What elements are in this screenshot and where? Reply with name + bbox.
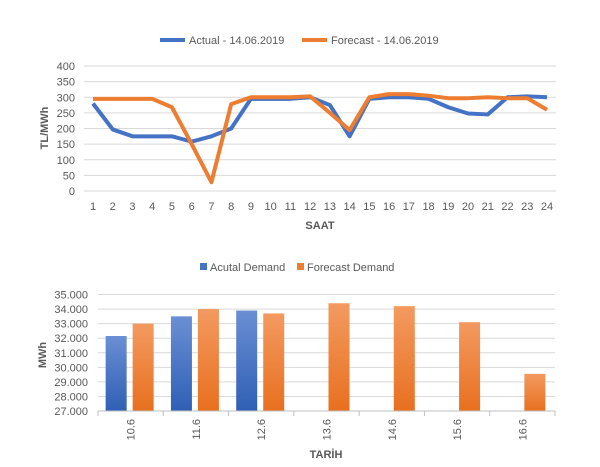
bar-forecast-16.6 (524, 373, 546, 411)
x-tick-label: 12.6 (256, 419, 268, 440)
x-tick-label: 11 (285, 201, 296, 213)
x-tick-label: 11.6 (191, 419, 203, 440)
y-axis-title: TL/MWh (39, 106, 51, 149)
y-tick-label: 350 (57, 77, 75, 89)
y-tick-label: 27.000 (54, 406, 88, 418)
y-tick-label: 34.000 (54, 304, 88, 316)
legend-label: Forecast Demand (307, 262, 394, 274)
legend-label: Acutal Demand (210, 262, 285, 274)
legend-label: Actual - 14.06.2019 (189, 35, 284, 47)
x-tick-label: 14 (343, 201, 355, 213)
x-tick-label: 12 (304, 201, 316, 213)
x-tick-label: 5 (169, 201, 175, 213)
bar-actual-10.6 (105, 336, 127, 411)
bar-forecast-10.6 (132, 323, 154, 411)
x-tick-label: 15 (363, 201, 375, 213)
y-tick-label: 50 (63, 170, 75, 182)
x-tick-label: 14.6 (387, 419, 399, 440)
x-tick-label: 16 (383, 201, 395, 213)
y-tick-label: 28.000 (54, 391, 88, 403)
y-tick-label: 150 (57, 139, 75, 151)
x-tick-label: 4 (149, 201, 155, 213)
x-tick-label: 24 (541, 201, 553, 213)
y-tick-label: 30.000 (54, 362, 88, 374)
legend-label: Forecast - 14.06.2019 (331, 35, 439, 47)
y-tick-label: 100 (57, 155, 75, 167)
x-tick-label: 8 (228, 201, 234, 213)
bar-forecast-12.6 (263, 313, 285, 411)
x-tick-label: 13 (324, 201, 336, 213)
bar-forecast-13.6 (328, 303, 350, 411)
y-tick-label: 32.000 (54, 333, 88, 345)
x-axis-title: SAAT (305, 220, 334, 232)
x-tick-label: 20 (462, 201, 474, 213)
y-tick-label: 33.000 (54, 319, 88, 331)
legend-swatch (200, 263, 207, 270)
y-tick-label: 200 (57, 124, 75, 136)
y-tick-label: 250 (57, 108, 75, 120)
x-tick-label: 15.6 (452, 419, 464, 440)
y-tick-label: 31.000 (54, 348, 88, 360)
series-line-forecast (93, 92, 549, 185)
x-tick-label: 22 (501, 201, 513, 213)
x-tick-label: 17 (403, 201, 415, 213)
x-tick-label: 3 (129, 201, 135, 213)
x-tick-label: 19 (442, 201, 454, 213)
y-tick-label: 35.000 (54, 290, 88, 302)
bar-forecast-11.6 (197, 309, 219, 411)
x-tick-label: 18 (422, 201, 434, 213)
x-tick-label: 6 (189, 201, 195, 213)
x-tick-label: 23 (521, 201, 533, 213)
x-tick-label: 7 (208, 201, 214, 213)
legend-swatch (297, 263, 304, 270)
x-tick-label: 2 (110, 201, 116, 213)
x-tick-label: 10 (265, 201, 277, 213)
y-tick-label: 0 (69, 186, 75, 198)
y-tick-label: 400 (57, 61, 75, 73)
x-tick-label: 10.6 (126, 419, 138, 440)
series-line-actual (91, 94, 548, 144)
y-tick-label: 29.000 (54, 377, 88, 389)
x-tick-label: 16.6 (517, 419, 529, 440)
x-axis-title: TARİH (310, 448, 343, 461)
x-tick-label: 9 (248, 201, 254, 213)
x-tick-label: 13.6 (322, 419, 334, 440)
x-tick-label: 1 (90, 201, 96, 213)
y-axis-title: MWh (37, 342, 49, 369)
y-tick-label: 300 (57, 92, 75, 104)
bar-actual-11.6 (170, 316, 192, 411)
x-tick-label: 21 (482, 201, 494, 213)
bar-forecast-15.6 (459, 322, 481, 411)
bar-forecast-14.6 (393, 306, 415, 411)
bar-actual-12.6 (236, 310, 258, 411)
